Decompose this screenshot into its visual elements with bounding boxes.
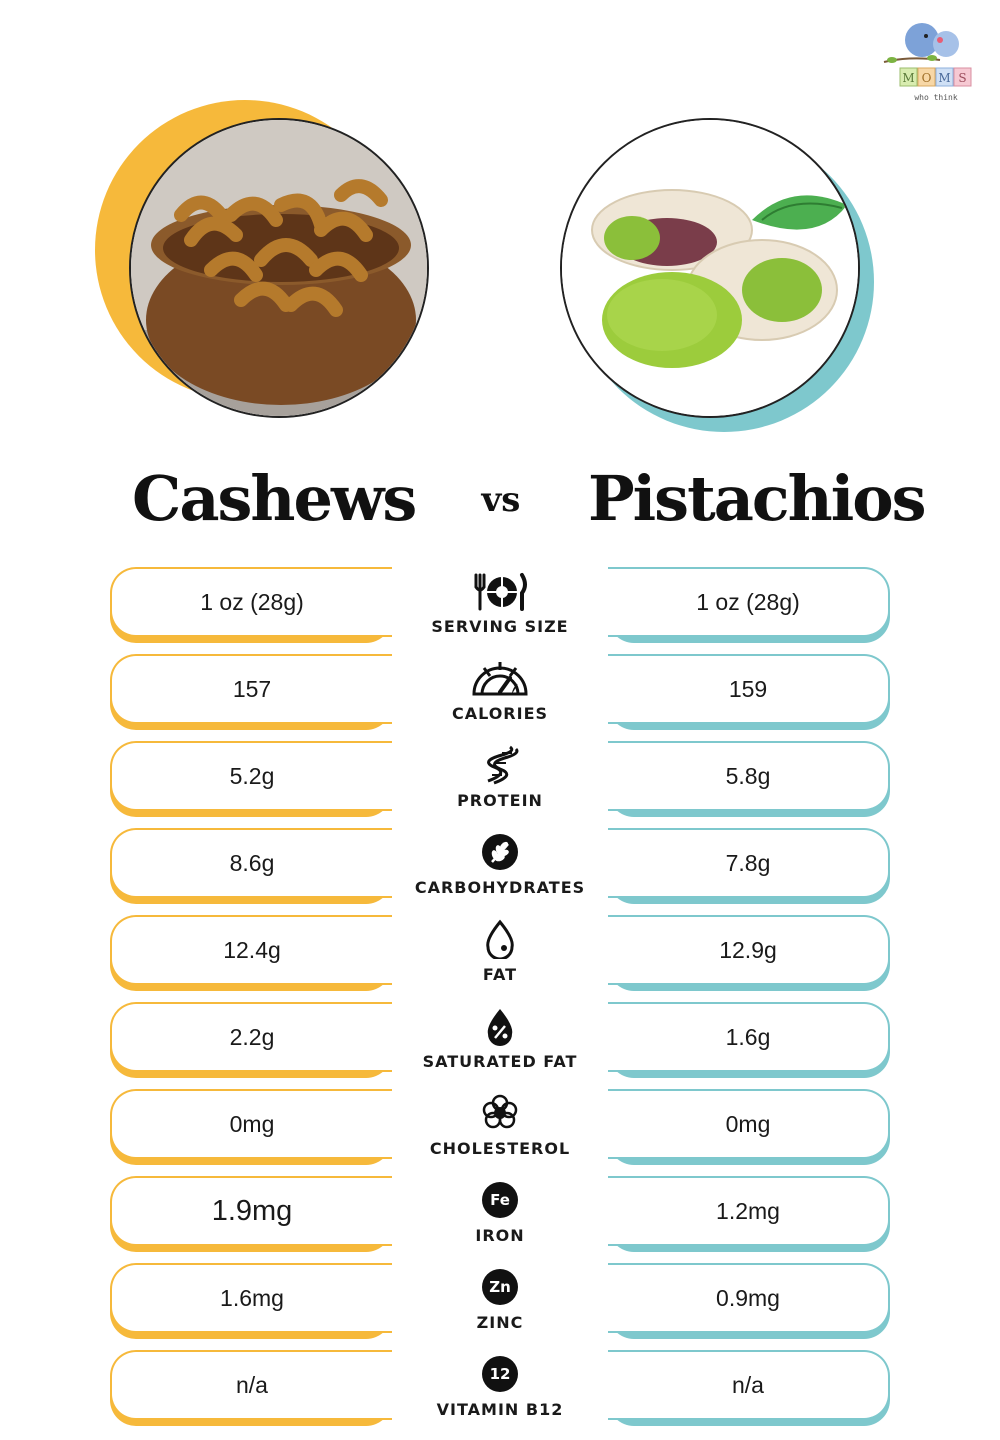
cashew-fat-value: 12.4g — [110, 915, 392, 985]
cashew-iron-value: 1.9mg — [110, 1176, 392, 1246]
row-protein: 5.2g PROTEIN 5.8g — [0, 741, 1000, 821]
pistachio-serving-size-value: 1 oz (28g) — [608, 567, 890, 637]
drop-icon — [486, 919, 514, 959]
zn-badge-icon: Zn — [482, 1269, 518, 1305]
cholesterol-label: CHOLESTEROL — [429, 1139, 571, 1158]
pistachio-value-pill: 159 — [608, 654, 890, 730]
zinc-metric: Zn ZINC — [400, 1263, 600, 1343]
pistachio-value-pill: n/a — [608, 1350, 890, 1426]
vitamin-b12-label: VITAMIN B12 — [436, 1400, 564, 1419]
cashew-protein-value: 5.2g — [110, 741, 392, 811]
wheat-icon — [482, 834, 518, 870]
cashew-serving-size-value: 1 oz (28g) — [110, 567, 392, 637]
serving-size-label: SERVING SIZE — [431, 617, 569, 636]
row-carbohydrates: 8.6g CARBOHYDRATES 7.8g — [0, 828, 1000, 908]
carbohydrates-label: CARBOHYDRATES — [414, 878, 586, 897]
pistachio-value-pill: 0mg — [608, 1089, 890, 1165]
pistachio-vitamin-b12-value: n/a — [608, 1350, 890, 1420]
cashew-carbohydrates-value: 8.6g — [110, 828, 392, 898]
pistachio-value-pill: 0.9mg — [608, 1263, 890, 1339]
pistachios-hero — [560, 118, 874, 432]
cashews-title: Cashews — [132, 462, 417, 535]
row-calories: 157 CALORIES 159 — [0, 654, 1000, 734]
zinc-label: ZINC — [476, 1313, 524, 1332]
cashew-value-pill: 1.9mg — [110, 1176, 392, 1252]
dna-helix-icon — [487, 745, 519, 785]
cashews-photo — [129, 118, 429, 418]
saturated-fat-label: SATURATED FAT — [422, 1052, 578, 1071]
cashew-cholesterol-value: 0mg — [110, 1089, 392, 1159]
pistachio-calories-value: 159 — [608, 654, 890, 724]
row-saturated-fat: 2.2g SATURATED FAT 1.6g — [0, 1002, 1000, 1082]
pistachio-value-pill: 1.6g — [608, 1002, 890, 1078]
row-zinc: 1.6mg Zn ZINC 0.9mg — [0, 1263, 1000, 1343]
fat-label: FAT — [482, 965, 518, 984]
pistachio-iron-value: 1.2mg — [608, 1176, 890, 1246]
pistachio-fat-value: 12.9g — [608, 915, 890, 985]
fat-metric: FAT — [400, 915, 600, 995]
fe-badge-icon: Fe — [482, 1182, 518, 1218]
pistachio-cholesterol-value: 0mg — [608, 1089, 890, 1159]
percent-drop-icon — [487, 1009, 513, 1046]
cashew-value-pill: 5.2g — [110, 741, 392, 817]
serving-size-metric: SERVING SIZE — [400, 567, 600, 647]
iron-metric: Fe IRON — [400, 1176, 600, 1256]
cashew-vitamin-b12-value: n/a — [110, 1350, 392, 1420]
svg-text:M: M — [938, 71, 950, 85]
cashew-value-pill: 0mg — [110, 1089, 392, 1165]
carbohydrates-metric: CARBOHYDRATES — [400, 828, 600, 908]
cashew-value-pill: 157 — [110, 654, 392, 730]
protein-metric: PROTEIN — [400, 741, 600, 821]
pistachio-value-pill: 1.2mg — [608, 1176, 890, 1252]
pistachio-value-pill: 1 oz (28g) — [608, 567, 890, 643]
moms-who-think-logo: M O M S who think — [880, 16, 980, 108]
pistachio-zinc-value: 0.9mg — [608, 1263, 890, 1333]
fork-plate-knife-icon — [474, 573, 527, 611]
vs-label: vs — [481, 480, 521, 520]
cashew-zinc-value: 1.6mg — [110, 1263, 392, 1333]
pistachios-title: Pistachios — [588, 462, 927, 535]
pistachio-value-pill: 7.8g — [608, 828, 890, 904]
iron-label: IRON — [475, 1226, 525, 1245]
row-fat: 12.4g FAT 12.9g — [0, 915, 1000, 995]
gauge-icon — [472, 662, 528, 696]
pistachio-value-pill: 12.9g — [608, 915, 890, 991]
protein-label: PROTEIN — [457, 791, 543, 810]
b12-badge-icon: 12 — [482, 1356, 518, 1392]
cashews-hero — [95, 100, 429, 418]
cholesterol-metric: CHOLESTEROL — [400, 1089, 600, 1169]
cashew-saturated-fat-value: 2.2g — [110, 1002, 392, 1072]
vitamin-b12-metric: 12 VITAMIN B12 — [400, 1350, 600, 1430]
svg-text:who think: who think — [914, 93, 958, 102]
cashew-value-pill: 12.4g — [110, 915, 392, 991]
row-iron: 1.9mg Fe IRON 1.2mg — [0, 1176, 1000, 1256]
cashew-calories-value: 157 — [110, 654, 392, 724]
pistachios-photo — [560, 118, 860, 418]
cashew-value-pill: 1.6mg — [110, 1263, 392, 1339]
pistachio-saturated-fat-value: 1.6g — [608, 1002, 890, 1072]
row-vitamin-b12: n/a 12 VITAMIN B12 n/a — [0, 1350, 1000, 1430]
svg-text:O: O — [922, 71, 932, 85]
cashew-value-pill: 8.6g — [110, 828, 392, 904]
cashew-value-pill: n/a — [110, 1350, 392, 1426]
cashew-value-pill: 2.2g — [110, 1002, 392, 1078]
svg-text:S: S — [958, 71, 966, 85]
pistachio-carbohydrates-value: 7.8g — [608, 828, 890, 898]
saturated-fat-metric: SATURATED FAT — [400, 1002, 600, 1082]
pistachio-value-pill: 5.8g — [608, 741, 890, 817]
row-serving-size: 1 oz (28g) SERVING SIZE 1 oz (28g) — [0, 567, 1000, 647]
row-cholesterol: 0mg CHOLESTEROL 0mg — [0, 1089, 1000, 1169]
calories-label: CALORIES — [451, 704, 549, 723]
calories-metric: CALORIES — [400, 654, 600, 734]
cashew-value-pill: 1 oz (28g) — [110, 567, 392, 643]
cholesterol-icon — [482, 1094, 518, 1129]
svg-text:M: M — [902, 71, 914, 85]
pistachio-protein-value: 5.8g — [608, 741, 890, 811]
